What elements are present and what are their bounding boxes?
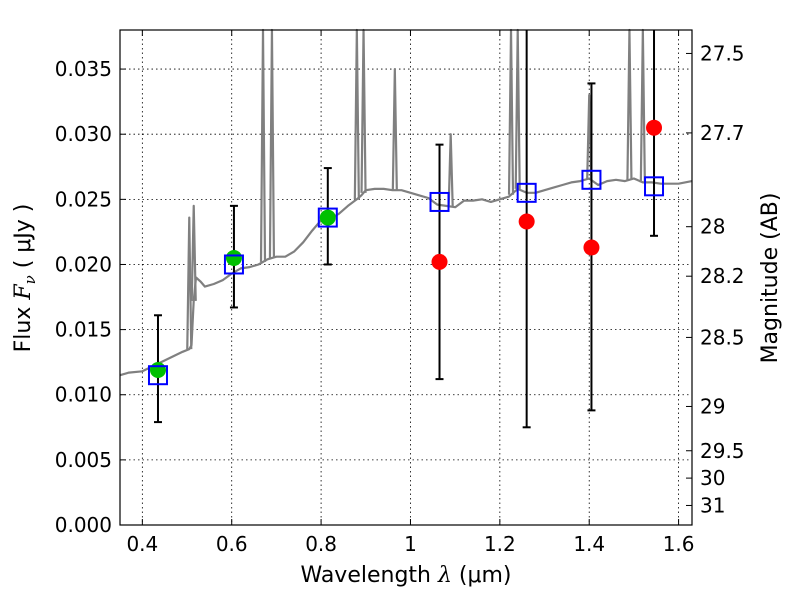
emission-line xyxy=(186,216,193,350)
right-tick-label: 29 xyxy=(700,394,725,418)
y-axis-right-label: Magnitude (AB) xyxy=(758,193,783,364)
x-tick-label: 1 xyxy=(404,532,417,556)
model-point xyxy=(644,176,665,197)
emission-line xyxy=(391,67,398,191)
y-tick-label: 0.000 xyxy=(55,513,112,537)
y-tick-label: 0.005 xyxy=(55,448,112,472)
model-point xyxy=(516,182,537,203)
y-tick-label: 0.030 xyxy=(55,122,112,146)
x-tick-label: 0.4 xyxy=(126,532,158,556)
observed-point-green xyxy=(149,361,166,378)
observed-point-red xyxy=(646,119,663,136)
x-tick-label: 1.2 xyxy=(484,532,516,556)
x-tick-label: 1.6 xyxy=(663,532,695,556)
grid xyxy=(120,30,692,526)
x-axis-label: Wavelength λ (μm) xyxy=(300,563,511,588)
x-tick-label: 0.8 xyxy=(305,532,337,556)
y-tick-label: 0.025 xyxy=(55,187,112,211)
y-tick-label: 0.010 xyxy=(55,383,112,407)
model-points xyxy=(147,169,665,386)
x-tick-label: 1.4 xyxy=(573,532,605,556)
right-tick-label: 28 xyxy=(700,215,725,239)
observed-point-red xyxy=(518,213,535,230)
model-point xyxy=(317,207,338,228)
emission-line xyxy=(190,204,197,301)
observed-point-red xyxy=(583,239,600,256)
observed-point-green xyxy=(225,249,242,266)
y-axis-label: Flux Fν ( μJy ) xyxy=(11,204,39,353)
ticks: 0.4 0.6 0.8 1 1.2 1.4 1.6 0.000 0.005 0.010 0.015 0… xyxy=(55,30,745,556)
right-tick-label: 27.5 xyxy=(700,41,745,65)
model-point xyxy=(147,365,168,386)
y-tick-label: 0.015 xyxy=(55,318,112,342)
y-tick-label: 0.035 xyxy=(55,57,112,81)
right-tick-label: 31 xyxy=(700,493,725,517)
emission-line xyxy=(447,133,454,207)
right-tick-label: 30 xyxy=(700,466,725,490)
right-tick-label: 28.5 xyxy=(700,325,745,349)
model-point xyxy=(429,191,450,212)
observed-point-red xyxy=(431,253,448,270)
observed-point-green xyxy=(319,209,336,226)
right-tick-label: 29.5 xyxy=(700,439,745,463)
plot-frame xyxy=(119,29,693,526)
model-point xyxy=(223,254,244,275)
model-point xyxy=(581,169,602,190)
plot-background xyxy=(120,30,692,525)
y-tick-label: 0.020 xyxy=(55,252,112,276)
right-tick-label: 28.2 xyxy=(700,264,745,288)
x-tick-label: 0.6 xyxy=(216,532,248,556)
right-tick-label: 27.7 xyxy=(700,121,745,145)
